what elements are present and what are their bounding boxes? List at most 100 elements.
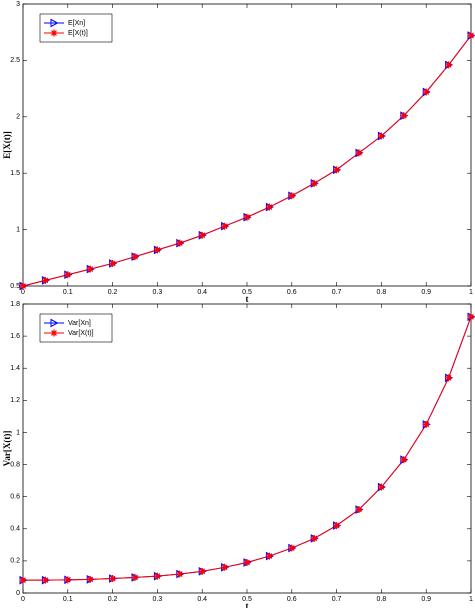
x-tick-label: 0.3: [153, 596, 163, 603]
marker: [19, 576, 27, 584]
x-tick-label: 0.4: [197, 596, 207, 603]
chart: 0 0.1 0.2 0.3 0.4 0.5 0.6 0.7 0.8 0.9 1 0 0.2 0.4 0.6 0…: [2, 301, 473, 608]
y-tick-label: 3: [16, 1, 20, 8]
legend-label: Var[X(t)]: [68, 330, 94, 337]
marker: [131, 253, 139, 261]
y-axis-label: E[X(t)]: [2, 131, 12, 159]
legend-box: [39, 313, 113, 343]
y-tick-label: 1: [16, 226, 20, 233]
marker: [333, 166, 341, 174]
x-tick-label: 0.9: [421, 596, 431, 603]
y-tick-label: 1.5: [10, 170, 20, 177]
marker: [243, 558, 251, 566]
x-tick-label: 0.3: [153, 289, 163, 296]
marker: [176, 570, 184, 578]
marker: [467, 313, 475, 321]
marker: [153, 246, 161, 254]
x-tick-label: 0.6: [287, 596, 297, 603]
marker: [445, 374, 453, 382]
y-tick-label: 0.5: [10, 283, 20, 290]
marker: [310, 179, 318, 187]
marker: [400, 112, 408, 120]
x-tick-label: 0.5: [242, 596, 252, 603]
legend-marker: [50, 318, 59, 328]
x-tick-label: 0.7: [332, 289, 342, 296]
x-tick-label: 0: [21, 289, 25, 296]
marker: [422, 420, 430, 428]
y-tick-label: 1.6: [10, 333, 20, 340]
marker: [153, 572, 161, 580]
legend-box: [39, 13, 113, 43]
marker: [377, 132, 385, 140]
x-tick-label: 0.9: [421, 289, 431, 296]
marker: [355, 506, 363, 514]
legend-label: E[Xn]: [68, 20, 85, 27]
x-tick-label: 0.2: [108, 596, 118, 603]
legend-marker: [50, 18, 59, 28]
marker: [400, 456, 408, 464]
y-tick-label: 1.8: [10, 301, 20, 308]
legend-marker: [50, 329, 58, 337]
legend-marker: [50, 29, 58, 37]
plot-area: [22, 3, 472, 287]
marker: [86, 575, 94, 583]
x-tick-label: 0.1: [63, 596, 73, 603]
x-tick-label: 1: [469, 289, 473, 296]
marker: [221, 563, 229, 571]
x-tick-label: 0.7: [332, 596, 342, 603]
legend: E[Xn] E[X(t)]: [39, 13, 113, 43]
y-tick-label: 0.4: [10, 526, 20, 533]
x-tick-label: 0: [21, 596, 25, 603]
marker: [198, 231, 206, 239]
x-axis-label: t: [246, 294, 249, 304]
marker: [109, 259, 117, 267]
x-tick-label: 0.5: [242, 289, 252, 296]
marker: [445, 61, 453, 69]
marker: [243, 213, 251, 221]
x-tick-label: 0.1: [63, 289, 73, 296]
marker: [333, 522, 341, 530]
plot-area: [22, 303, 472, 594]
y-tick-label: 0: [16, 590, 20, 597]
marker: [64, 576, 72, 584]
marker: [355, 149, 363, 157]
marker: [422, 88, 430, 96]
y-tick-label: 0.6: [10, 494, 20, 501]
x-tick-label: 0.8: [377, 289, 387, 296]
x-tick-label: 1: [469, 596, 473, 603]
marker: [86, 265, 94, 273]
x-tick-label: 0.8: [377, 596, 387, 603]
marker: [176, 239, 184, 247]
y-tick-label: 0.2: [10, 558, 20, 565]
marker: [288, 192, 296, 200]
y-tick-label: 1.2: [10, 397, 20, 404]
marker: [265, 552, 273, 560]
y-tick-label: 1.4: [10, 365, 20, 372]
marker: [467, 32, 475, 40]
y-axis-label: Var[X(t)]: [2, 431, 12, 467]
y-tick-label: 0.8: [10, 461, 20, 468]
x-tick-label: 0.6: [287, 289, 297, 296]
legend-label: E[X(t)]: [68, 30, 88, 37]
y-tick-label: 1: [16, 429, 20, 436]
marker: [198, 567, 206, 575]
y-tick-label: 2.5: [10, 57, 20, 64]
marker: [265, 203, 273, 211]
marker: [377, 483, 385, 491]
legend: Var[Xn] Var[X(t)]: [39, 313, 113, 343]
marker: [221, 222, 229, 230]
chart: 0 0.1 0.2 0.3 0.4 0.5 0.6 0.7 0.8 0.9 1 0.5 1 1.5 2 2.5…: [2, 1, 473, 304]
marker: [131, 573, 139, 581]
legend-label: Var[Xn]: [68, 320, 91, 327]
x-tick-label: 0.2: [108, 289, 118, 296]
marker: [41, 276, 49, 284]
marker: [109, 575, 117, 583]
marker: [19, 282, 27, 290]
x-axis-label: t: [246, 601, 249, 608]
marker: [288, 544, 296, 552]
marker: [41, 576, 49, 584]
marker: [310, 534, 318, 542]
y-tick-label: 2: [16, 114, 20, 121]
